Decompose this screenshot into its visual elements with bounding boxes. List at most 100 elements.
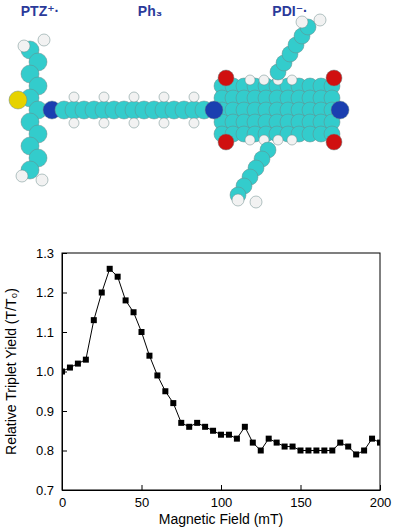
atom — [205, 101, 223, 119]
atom — [245, 75, 255, 85]
data-point — [313, 448, 319, 454]
x-tick-label: 200 — [370, 495, 392, 510]
data-line — [62, 269, 380, 455]
y-tick-label: 0.9 — [36, 404, 54, 419]
atom — [218, 70, 234, 86]
data-point — [266, 436, 272, 442]
y-tick-label: 1.3 — [36, 246, 54, 261]
data-point — [369, 436, 375, 442]
atom — [287, 135, 297, 145]
x-axis-line — [63, 490, 381, 491]
data-point — [234, 436, 240, 442]
molecule-label: PTZ⁺· — [21, 3, 60, 19]
y-tick: 1.0 — [36, 364, 67, 379]
atom — [245, 135, 255, 145]
atom — [129, 118, 139, 128]
x-tick: 150 — [290, 485, 312, 510]
data-point — [218, 432, 224, 438]
plot-frame — [62, 253, 380, 490]
data-point — [345, 444, 351, 450]
atom — [259, 75, 269, 85]
x-tick: 50 — [135, 485, 149, 510]
y-tick-mark — [62, 490, 67, 491]
molecule — [9, 14, 349, 208]
y-tick: 0.7 — [36, 483, 67, 498]
atom — [16, 170, 28, 182]
atom — [218, 134, 234, 150]
data-point — [170, 400, 176, 406]
atom — [159, 92, 169, 102]
molecule-label: PDI⁻· — [272, 3, 307, 19]
data-point — [99, 290, 105, 296]
y-tick: 0.8 — [36, 443, 67, 458]
x-tick-label: 0 — [59, 495, 66, 510]
y-tick: 1.3 — [36, 246, 67, 261]
data-point — [154, 372, 160, 378]
y-tick-mark — [62, 253, 67, 254]
data-point — [131, 309, 137, 315]
figure: PTZ⁺· Ph₃ PDI⁻· 0 50 100 150 200 0.7 0.8 0.9 1.0 1.1… — [0, 0, 399, 531]
data-point — [67, 365, 73, 371]
y-tick-label: 1.1 — [36, 325, 54, 340]
x-axis-title: Magnetic Field (mT) — [159, 511, 283, 527]
atom — [232, 194, 244, 206]
atom — [129, 92, 139, 102]
atom — [250, 196, 262, 208]
data-point — [361, 448, 367, 454]
y-tick-mark — [62, 451, 67, 452]
atom — [326, 134, 342, 150]
data-point — [202, 424, 208, 430]
y-tick-label: 0.8 — [36, 443, 54, 458]
x-tick-label: 150 — [290, 495, 312, 510]
data-point — [123, 297, 129, 303]
data-point — [62, 369, 65, 375]
y-tick: 1.1 — [36, 325, 67, 340]
atom — [38, 34, 50, 46]
data-point — [290, 444, 296, 450]
data-point — [258, 448, 264, 454]
atom — [331, 101, 349, 119]
atom — [99, 118, 109, 128]
x-tick-mark — [142, 485, 143, 490]
data-point — [91, 317, 97, 323]
y-tick: 1.2 — [36, 285, 67, 300]
atom — [159, 118, 169, 128]
y-axis: 0.7 0.8 0.9 1.0 1.1 1.2 1.3 — [36, 246, 67, 498]
molecule-label: Ph₃ — [138, 3, 162, 19]
data-point — [274, 440, 280, 446]
data-point — [226, 432, 232, 438]
data-point — [194, 420, 200, 426]
data-point — [305, 448, 311, 454]
data-point — [250, 440, 256, 446]
atom — [69, 92, 79, 102]
x-axis: 0 50 100 150 200 — [59, 485, 391, 510]
data-point — [329, 448, 335, 454]
atom — [9, 91, 27, 109]
data-point — [107, 266, 113, 272]
x-tick: 100 — [211, 485, 233, 510]
atom — [69, 118, 79, 128]
x-tick: 200 — [370, 485, 392, 510]
data-point — [353, 451, 359, 457]
atom — [189, 92, 199, 102]
atom — [189, 118, 199, 128]
data-point — [178, 420, 184, 426]
data-point — [282, 444, 288, 450]
y-tick: 0.9 — [36, 404, 67, 419]
data-point — [298, 448, 304, 454]
y-tick-mark — [62, 293, 67, 294]
x-tick-mark — [380, 485, 381, 490]
atom — [36, 174, 48, 186]
data-point — [377, 440, 380, 446]
data-point — [337, 440, 343, 446]
data-point — [242, 424, 248, 430]
x-tick-label: 50 — [135, 495, 149, 510]
y-axis-title: Relative Triplet Yield (T/T₀) — [3, 288, 19, 455]
y-tick-label: 1.0 — [36, 364, 54, 379]
atom — [287, 75, 297, 85]
x-tick-label: 100 — [211, 495, 233, 510]
data-point — [321, 448, 327, 454]
plot-area — [62, 266, 380, 458]
data-point — [186, 424, 192, 430]
x-tick-mark — [301, 485, 302, 490]
